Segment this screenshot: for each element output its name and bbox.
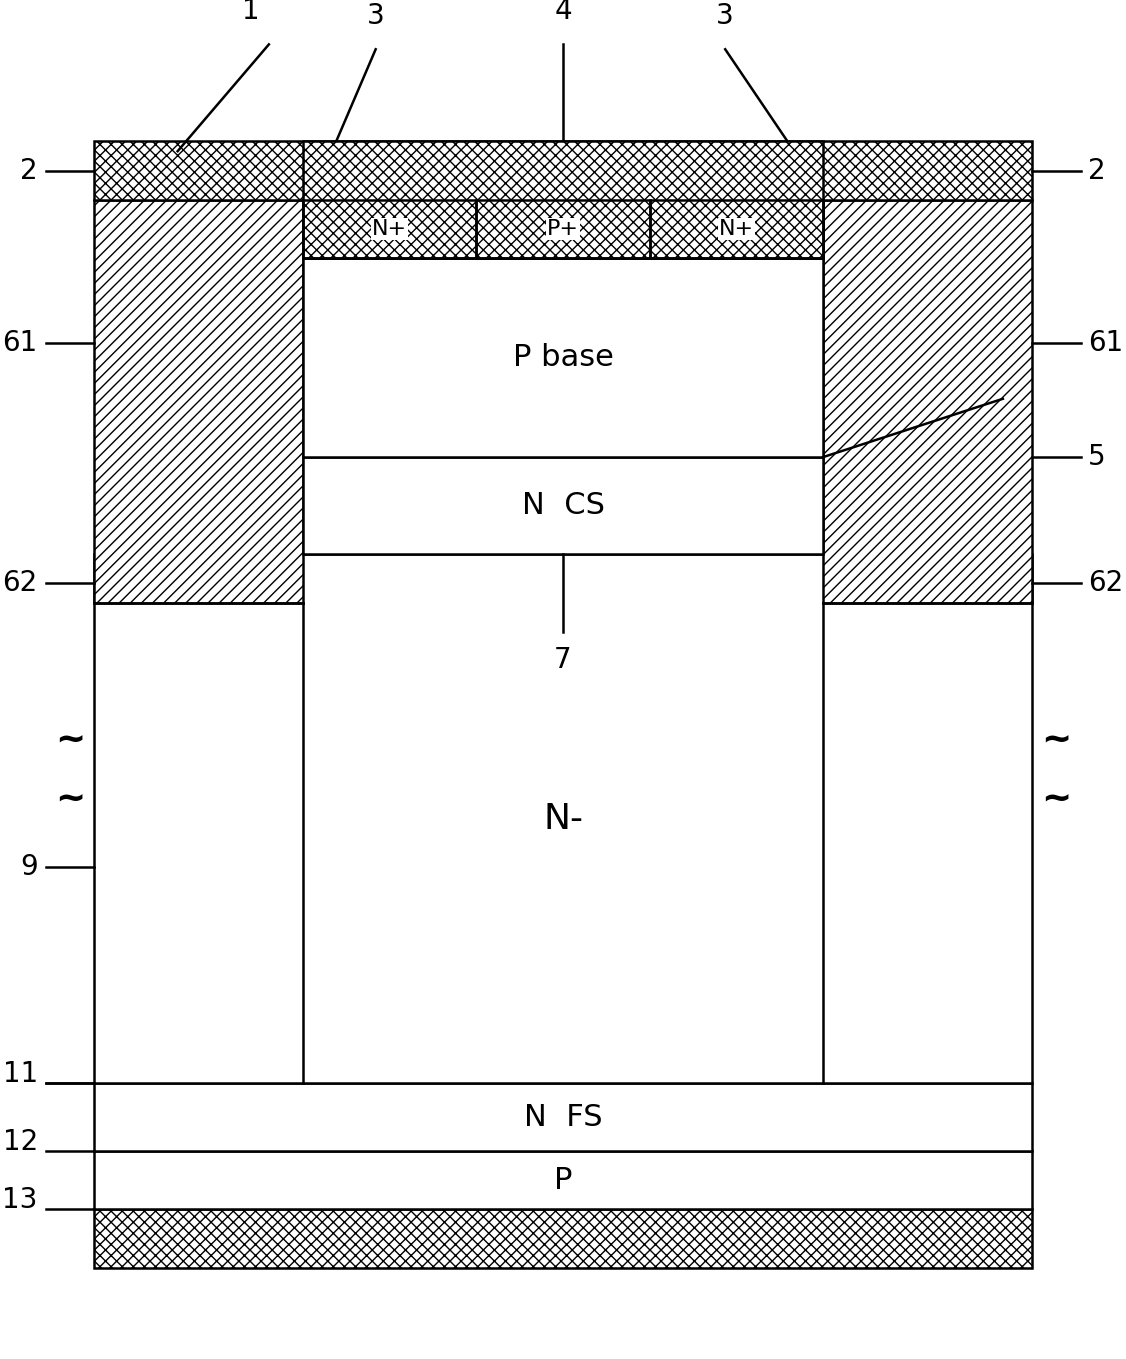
Bar: [476, 200, 650, 258]
Text: N+: N+: [720, 219, 754, 239]
Text: 3: 3: [716, 1, 734, 30]
Bar: [303, 200, 476, 258]
Text: 13: 13: [2, 1186, 38, 1214]
Bar: [650, 200, 823, 258]
Text: 2: 2: [1089, 156, 1106, 185]
Text: 5: 5: [1089, 443, 1106, 472]
Text: N+: N+: [372, 219, 408, 239]
Text: 7: 7: [554, 647, 572, 674]
Text: 61: 61: [1089, 329, 1124, 357]
Text: 3: 3: [367, 1, 385, 30]
Text: 2: 2: [20, 156, 38, 185]
Text: N  FS: N FS: [524, 1102, 602, 1132]
Bar: [303, 258, 823, 457]
Bar: [303, 457, 823, 554]
Bar: [95, 1151, 1033, 1210]
Text: N  CS: N CS: [521, 491, 605, 520]
Bar: [95, 200, 303, 602]
Bar: [476, 200, 650, 258]
Text: 62: 62: [2, 569, 38, 597]
Text: N-: N-: [543, 802, 583, 836]
Bar: [95, 141, 1033, 200]
Text: 1: 1: [242, 0, 259, 24]
Text: ~: ~: [55, 783, 84, 817]
Bar: [95, 1083, 1033, 1151]
Text: 61: 61: [2, 329, 38, 357]
Bar: [650, 200, 823, 258]
Text: 11: 11: [2, 1060, 38, 1087]
Text: 4: 4: [554, 0, 572, 24]
Text: 12: 12: [2, 1128, 38, 1155]
Text: ~: ~: [55, 724, 84, 758]
Bar: [95, 1210, 1033, 1268]
Text: P: P: [554, 1166, 572, 1195]
Bar: [823, 200, 1033, 602]
Bar: [303, 141, 823, 258]
Text: ~: ~: [1042, 783, 1072, 817]
Text: ~: ~: [1042, 724, 1072, 758]
Text: 9: 9: [20, 853, 38, 881]
Bar: [95, 554, 1033, 1083]
Bar: [303, 200, 476, 258]
Text: P+: P+: [547, 219, 579, 239]
Text: 62: 62: [1089, 569, 1124, 597]
Text: P base: P base: [512, 342, 614, 372]
